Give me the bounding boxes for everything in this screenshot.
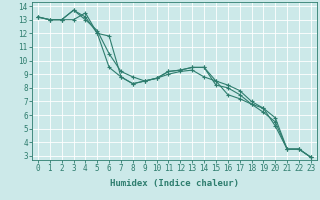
X-axis label: Humidex (Indice chaleur): Humidex (Indice chaleur) [110, 179, 239, 188]
